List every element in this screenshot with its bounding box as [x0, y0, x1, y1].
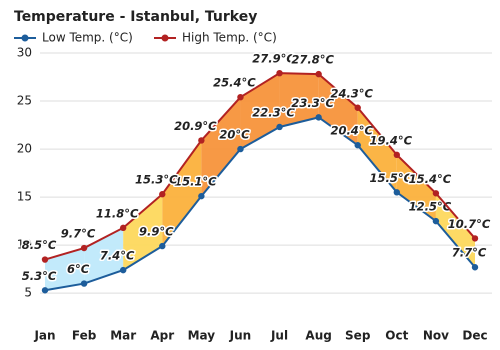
y-tick-label: 30	[17, 46, 32, 60]
y-tick-label: 10	[17, 238, 32, 252]
point	[432, 190, 440, 197]
point	[80, 244, 88, 252]
point	[80, 280, 88, 287]
y-tick-label: 20	[17, 142, 32, 156]
point	[159, 191, 166, 198]
value-label: 7.7°C	[452, 246, 487, 260]
chart-title: Temperature - Istanbul, Turkey	[14, 9, 257, 25]
point	[315, 70, 322, 78]
point	[41, 287, 49, 294]
x-tick-label: Aug	[305, 329, 331, 343]
value-label: 23.3°C	[291, 96, 334, 110]
point	[119, 266, 127, 274]
point	[471, 235, 479, 242]
x-tick-label: Mar	[110, 329, 136, 343]
series-line	[44, 72, 476, 261]
x-tick-label: Jul	[270, 329, 288, 343]
value-label: 20.4°C	[330, 124, 373, 138]
legend-marker	[21, 34, 29, 42]
value-label: 5.3°C	[22, 269, 57, 283]
point	[237, 93, 244, 101]
value-label: 22.3°C	[252, 105, 295, 119]
x-tick-label: Feb	[72, 329, 97, 343]
range-fill	[201, 97, 241, 197]
point	[315, 114, 322, 121]
value-label: 15.3°C	[135, 173, 178, 187]
point	[276, 123, 283, 131]
value-label: 9.9°C	[139, 225, 174, 239]
range-fill	[162, 140, 202, 247]
point	[41, 256, 49, 263]
value-label: 10.7°C	[448, 217, 491, 231]
point	[393, 189, 401, 196]
value-label: 11.8°C	[96, 206, 139, 220]
legend-label: High Temp. (°C)	[182, 31, 277, 45]
value-label: 25.4°C	[213, 76, 256, 90]
point	[432, 217, 440, 225]
value-label: 7.4°C	[100, 249, 135, 263]
y-tick-label: 15	[17, 190, 32, 204]
value-label: 19.4°C	[370, 133, 413, 147]
legend-label: Low Temp. (°C)	[42, 31, 133, 45]
legend-marker	[161, 34, 169, 42]
point	[198, 137, 205, 144]
value-label: 15.1°C	[174, 175, 217, 189]
range-fill	[396, 154, 436, 222]
value-label: 6°C	[67, 262, 90, 276]
point	[471, 264, 479, 271]
range-fill	[279, 73, 319, 127]
x-tick-label: Apr	[150, 329, 174, 343]
range-fill	[45, 248, 85, 291]
x-tick-label: Dec	[462, 329, 487, 343]
value-label: 15.4°C	[409, 172, 452, 186]
point	[393, 151, 401, 159]
point	[198, 192, 205, 200]
x-tick-label: Jun	[229, 329, 252, 343]
series-line	[44, 116, 476, 292]
point	[119, 224, 127, 232]
point	[354, 104, 361, 111]
y-tick-label: 5	[24, 286, 32, 300]
value-label: 20°C	[219, 128, 250, 142]
value-label: 27.8°C	[291, 53, 334, 67]
value-label: 8.5°C	[22, 238, 57, 252]
y-tick-label: 25	[17, 94, 32, 108]
x-tick-label: Oct	[385, 329, 408, 343]
value-label: 24.3°C	[330, 86, 373, 100]
range-fill	[357, 107, 397, 193]
range-fill	[84, 227, 124, 284]
point	[237, 145, 244, 153]
x-tick-label: Sep	[345, 329, 371, 343]
range-fill	[318, 74, 358, 146]
value-label: 15.5°C	[370, 171, 413, 185]
value-label: 20.9°C	[174, 119, 217, 133]
value-label: 9.7°C	[61, 227, 96, 241]
x-tick-label: May	[188, 329, 216, 343]
point	[354, 142, 361, 149]
point	[159, 242, 166, 250]
range-fill	[435, 193, 475, 268]
point	[276, 69, 283, 77]
x-tick-label: Jan	[33, 329, 55, 343]
value-label: 12.5°C	[409, 200, 452, 214]
x-tick-label: Nov	[423, 329, 449, 343]
value-label: 27.9°C	[252, 52, 295, 66]
